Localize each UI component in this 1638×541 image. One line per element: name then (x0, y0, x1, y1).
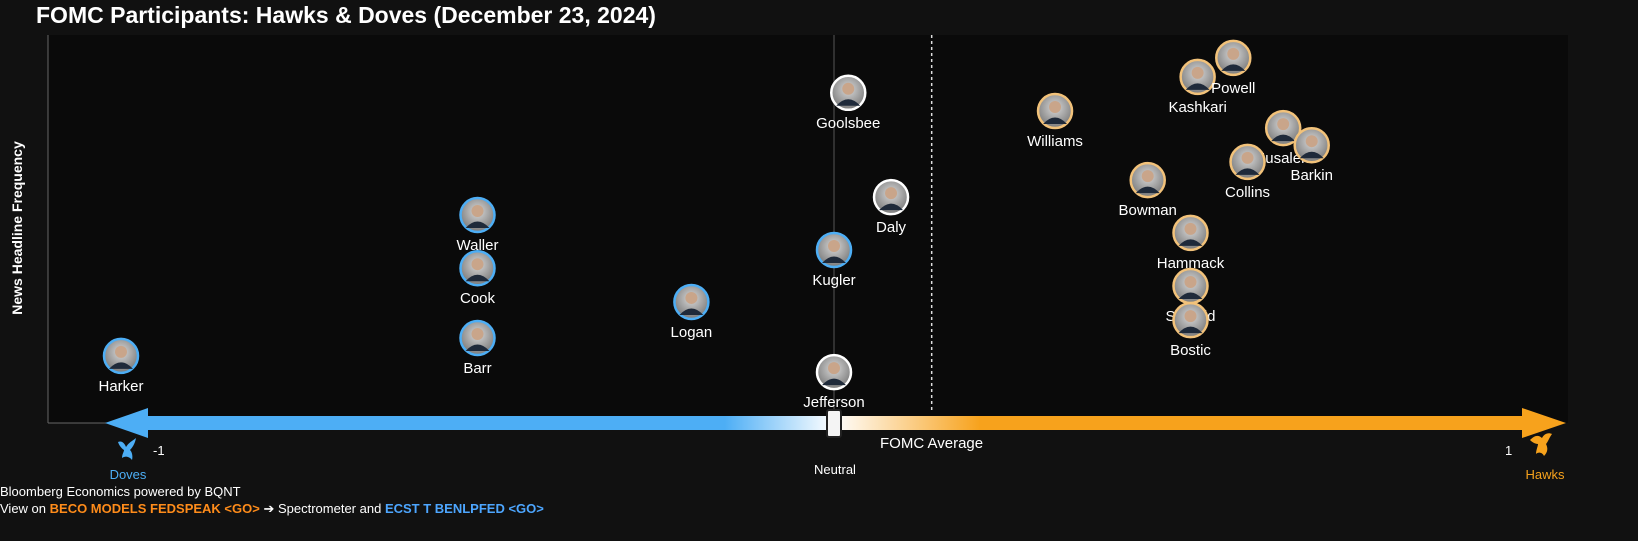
point-label: Bowman (1119, 202, 1177, 219)
point-label: Waller (457, 237, 499, 254)
point-kashkari[interactable]: Kashkari (1168, 58, 1227, 116)
avatar (1229, 143, 1266, 181)
footer-credit: Bloomberg Economics powered by BQNT (0, 484, 241, 499)
point-label: Jefferson (803, 394, 864, 411)
point-label: Barr (463, 360, 491, 377)
avatar (1036, 92, 1074, 130)
y-axis-label: News Headline Frequency (9, 141, 25, 315)
doves-label: Doves (110, 467, 147, 482)
point-daly[interactable]: Daly (872, 178, 910, 236)
point-label: Collins (1225, 184, 1270, 201)
dove-arrow (105, 408, 834, 438)
avatar (1179, 58, 1216, 96)
point-label: Powell (1211, 80, 1255, 97)
hawk-arrow (834, 408, 1566, 438)
point-williams[interactable]: Williams (1027, 92, 1083, 150)
point-waller[interactable]: Waller (457, 196, 499, 254)
footer-links: View on BECO MODELS FEDSPEAK <GO> ➔ Spec… (0, 501, 544, 517)
hawk-icon (1530, 433, 1552, 456)
ecst-command-link[interactable]: ECST T BENLPFED <GO> (384, 501, 544, 516)
avatar (872, 178, 910, 216)
chart-title: FOMC Participants: Hawks & Doves (Decemb… (36, 2, 656, 28)
avatar (1215, 39, 1252, 77)
plot-area (48, 35, 1568, 423)
point-collins[interactable]: Collins (1225, 143, 1270, 201)
point-kugler[interactable]: Kugler (812, 231, 856, 289)
point-label: Williams (1027, 133, 1083, 150)
avatar (459, 249, 496, 287)
point-hammack[interactable]: Hammack (1157, 214, 1225, 272)
point-label: Goolsbee (816, 115, 880, 132)
point-barr[interactable]: Barr (459, 319, 496, 377)
view-on-text: View on (0, 501, 47, 516)
point-powell[interactable]: Powell (1211, 39, 1255, 97)
point-cook[interactable]: Cook (459, 249, 496, 307)
x-tick-min: -1 (153, 443, 165, 458)
avatar (459, 196, 496, 234)
point-goolsbee[interactable]: Goolsbee (816, 74, 880, 132)
point-label: Hammack (1157, 255, 1225, 272)
point-bostic[interactable]: Bostic (1170, 301, 1211, 359)
dove-icon (118, 438, 136, 460)
avatar (815, 353, 853, 391)
x-tick-max: 1 (1505, 443, 1512, 458)
point-barkin[interactable]: Barkin (1290, 126, 1333, 184)
point-label: Kashkari (1168, 99, 1226, 116)
neutral-label: Neutral (814, 462, 856, 477)
avatar (1293, 126, 1330, 164)
point-label: Logan (671, 324, 713, 341)
point-label: Cook (460, 290, 496, 307)
point-harker[interactable]: Harker (98, 337, 144, 395)
point-label: Harker (98, 378, 143, 395)
avatar (1129, 161, 1166, 199)
avatar (673, 283, 710, 321)
spectrometer-text: ➔ Spectrometer and (263, 501, 382, 516)
points-layer: Harker Waller Cook Barr Logan Goolsbee Kugler J… (98, 39, 1333, 411)
point-bowman[interactable]: Bowman (1119, 161, 1177, 219)
avatar (1172, 301, 1209, 339)
fomc-average-label: FOMC Average (880, 435, 983, 452)
avatar (830, 74, 867, 112)
point-label: Daly (876, 219, 907, 236)
avatar (815, 231, 853, 269)
avatar (102, 337, 140, 375)
neutral-slider-marker (826, 409, 842, 438)
point-jefferson[interactable]: Jefferson (803, 353, 865, 411)
avatar (1264, 109, 1302, 147)
avatar (1172, 267, 1209, 305)
point-label: Kugler (812, 272, 855, 289)
point-label: Bostic (1170, 342, 1211, 359)
point-label: Barkin (1290, 167, 1333, 184)
hawks-label: Hawks (1525, 467, 1565, 482)
avatar (1172, 214, 1209, 252)
fedspeak-command-link[interactable]: BECO MODELS FEDSPEAK <GO> (49, 501, 260, 516)
avatar (459, 319, 496, 357)
point-logan[interactable]: Logan (671, 283, 713, 341)
